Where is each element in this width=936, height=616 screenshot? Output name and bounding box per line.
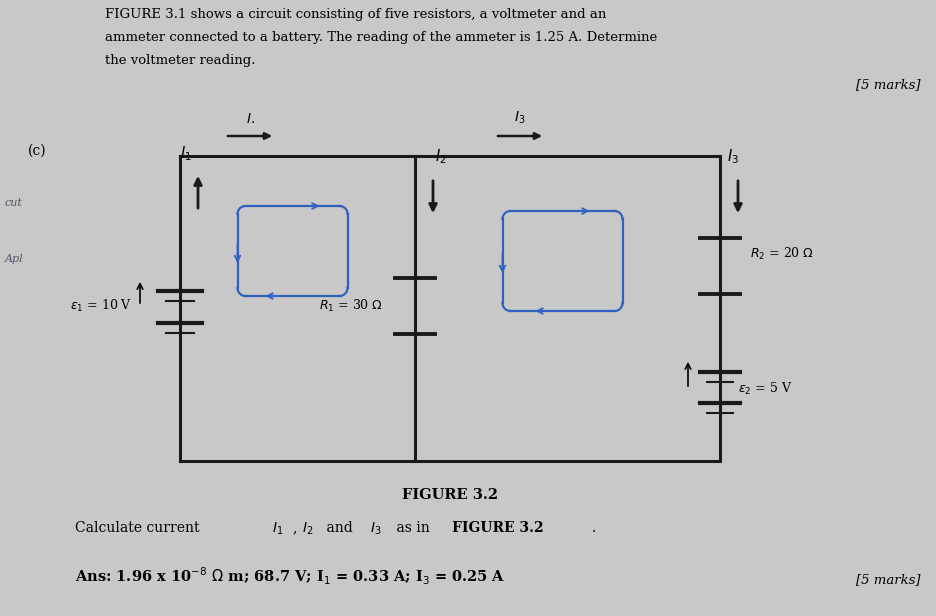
Text: [5 marks]: [5 marks] (856, 573, 920, 586)
Text: (c): (c) (28, 144, 47, 158)
Text: FIGURE 3.1 shows a circuit consisting of five resistors, a voltmeter and an: FIGURE 3.1 shows a circuit consisting of… (105, 8, 607, 21)
Text: $I_3$: $I_3$ (370, 521, 382, 537)
Text: as in: as in (392, 521, 434, 535)
Text: Calculate current: Calculate current (75, 521, 204, 535)
Text: cut: cut (5, 198, 22, 208)
Text: $I.$: $I.$ (245, 112, 255, 126)
Text: ammeter connected to a battery. The reading of the ammeter is 1.25 A. Determine: ammeter connected to a battery. The read… (105, 31, 657, 44)
Text: the voltmeter reading.: the voltmeter reading. (105, 54, 256, 67)
Text: $I_1$: $I_1$ (180, 144, 192, 163)
Text: $I_3$: $I_3$ (514, 110, 526, 126)
Text: [5 marks]: [5 marks] (856, 78, 920, 91)
Text: $I_1$: $I_1$ (272, 521, 284, 537)
Text: .: . (592, 521, 596, 535)
Text: ,: , (292, 521, 297, 535)
Text: $\varepsilon_2$ = 5 V: $\varepsilon_2$ = 5 V (738, 381, 792, 397)
Text: FIGURE 3.2: FIGURE 3.2 (402, 488, 498, 502)
Text: $I_2$: $I_2$ (435, 147, 446, 166)
Text: Ans: 1.96 x 10$^{-8}$ $\Omega$ m; 68.7 V; I$_1$ = 0.33 A; I$_3$ = 0.25 A: Ans: 1.96 x 10$^{-8}$ $\Omega$ m; 68.7 V… (75, 566, 505, 588)
Text: $R_1$ = 30 $\Omega$: $R_1$ = 30 $\Omega$ (319, 298, 383, 314)
Text: $I_2$: $I_2$ (302, 521, 314, 537)
Text: and: and (322, 521, 358, 535)
Text: $R_2$ = 20 $\Omega$: $R_2$ = 20 $\Omega$ (750, 246, 814, 262)
Text: Apl: Apl (5, 254, 23, 264)
Text: $\varepsilon_1$ = 10 V: $\varepsilon_1$ = 10 V (70, 298, 132, 314)
Text: $I_3$: $I_3$ (727, 147, 739, 166)
Text: FIGURE 3.2: FIGURE 3.2 (452, 521, 544, 535)
